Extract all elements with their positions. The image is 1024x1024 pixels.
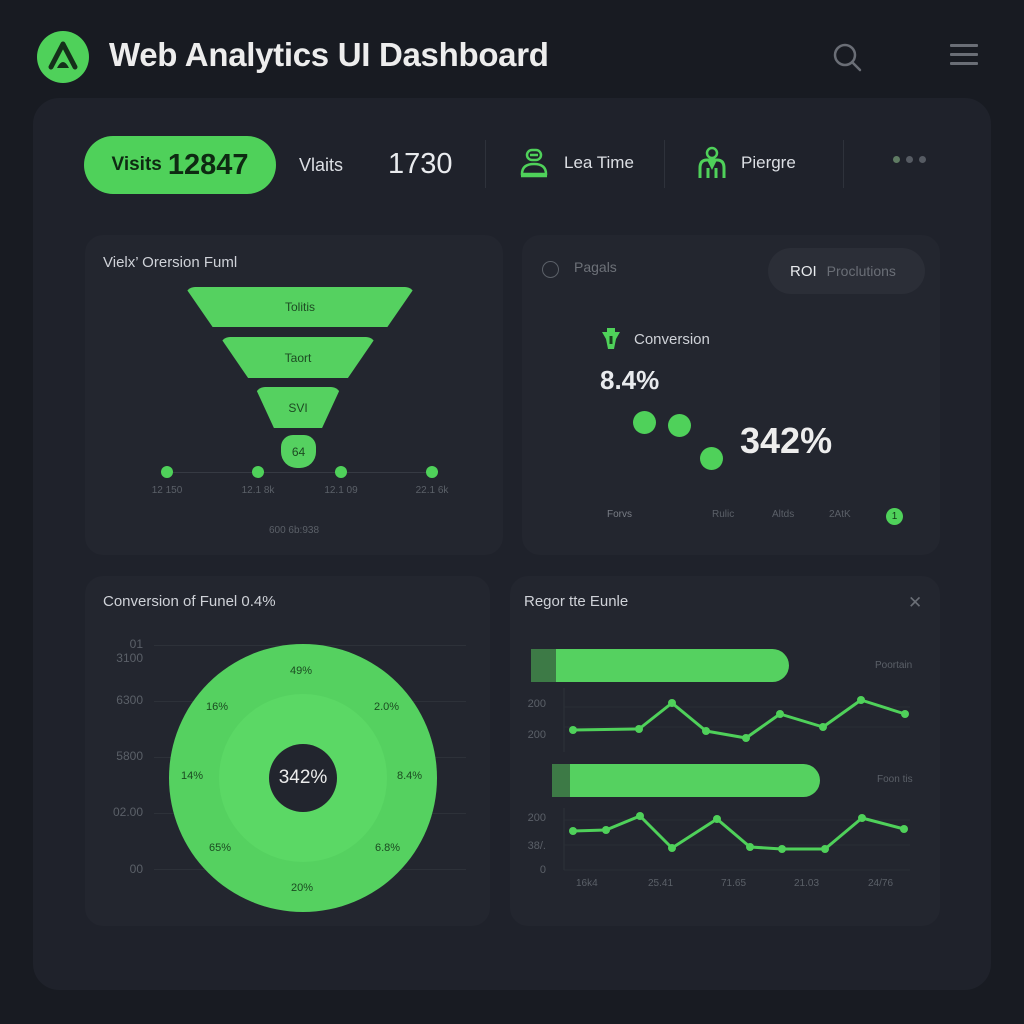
y-axis-label: 5800 [116, 749, 143, 763]
funnel-stage[interactable]: 64 [281, 435, 316, 468]
clock-icon [542, 261, 559, 278]
line-card-title: Regor tte Eunle [524, 593, 629, 610]
secondary-stat-label: Vlaits [299, 155, 344, 175]
app-header: Web Analytics UI Dashboard [0, 0, 1024, 100]
segment-label: 6.8% [375, 842, 401, 854]
x-axis-label: 25.41 [648, 878, 674, 889]
secondary-stat-value: 1730 [388, 148, 453, 180]
roi-toggle[interactable]: ROI Proclutions [768, 248, 925, 294]
conversion-label: Conversion [634, 330, 710, 348]
donut-card: Conversion of Funel 0.4% 01 3100 6300 58… [85, 576, 490, 926]
bar-label: Poortain [875, 660, 913, 671]
dashboard-panel: Visits 12847 Vlaits 1730 Lea Time Piergr… [33, 98, 991, 990]
y-axis-label: 02.00 [112, 805, 143, 819]
funnel-card-title: Vielx’ Orersion Fuml [103, 254, 238, 271]
data-dot [633, 411, 656, 434]
axis-label: Rulic [712, 509, 735, 520]
lead-time-stat[interactable]: Lea Time [518, 148, 634, 178]
pages-tab[interactable]: Pagals [574, 259, 617, 275]
funnel-card: Vielx’ Orersion Fuml Tolitis Taort SVI 6… [85, 235, 503, 555]
data-dot [668, 414, 691, 437]
y-axis-label: 38/. [527, 840, 546, 852]
lead-time-label: Lea Time [564, 153, 634, 172]
hamburger-menu-icon[interactable] [950, 44, 978, 72]
conversion-value: 8.4% [600, 365, 660, 395]
roi-value: 342% [740, 420, 833, 461]
roi-card: Pagals ROI Proclutions Conversion 8.4% 3… [522, 235, 940, 555]
data-dot [700, 447, 723, 470]
page-title: Web Analytics UI Dashboard [109, 36, 549, 73]
person-icon [698, 146, 726, 178]
more-dots-icon[interactable] [893, 156, 926, 163]
progress-bar[interactable] [552, 764, 820, 797]
donut-card-title: Conversion of Funel 0.4% [103, 593, 276, 610]
axis-label: Forvs [607, 509, 632, 520]
conversion-metric: Conversion [600, 327, 710, 351]
bar-label: Foon tis [877, 774, 913, 785]
x-axis-label: 24/76 [868, 878, 894, 889]
y-axis-label: 01 3100 [116, 637, 143, 665]
visits-value: 12847 [167, 148, 249, 181]
timeline-dot[interactable] [335, 466, 347, 478]
donut-inner-ring: 342% [219, 694, 387, 862]
visits-stat-pill[interactable]: Visits 12847 [84, 136, 276, 194]
timeline-track [167, 472, 433, 473]
user-badge-icon [520, 148, 548, 178]
stats-bar: Visits 12847 Vlaits 1730 Lea Time Piergr… [33, 98, 991, 218]
axis-label: 2AtK [829, 509, 851, 520]
y-axis-label: 0 [539, 864, 546, 876]
divider [664, 140, 665, 188]
funnel-stage[interactable]: Taort [220, 337, 376, 378]
divider [843, 140, 844, 188]
y-axis-label: 6300 [116, 693, 143, 707]
info-badge[interactable]: 1 [886, 508, 903, 525]
line-chart-card: Regor tte Eunle ✕ Poortain 200 200 Foon … [510, 576, 940, 926]
progress-bar[interactable] [531, 649, 789, 682]
segment-label: 16% [206, 701, 229, 713]
engagement-label: Piergre [741, 153, 796, 172]
toggle-roi[interactable]: ROI [790, 262, 817, 280]
funnel-footer: 600 6b:938 [268, 525, 320, 536]
timeline-dot[interactable] [252, 466, 264, 478]
logo-a-icon[interactable] [37, 31, 89, 83]
timeline-dot[interactable] [161, 466, 173, 478]
divider [485, 140, 486, 188]
segment-label: 14% [181, 770, 204, 782]
engagement-stat[interactable]: Piergre [697, 146, 796, 180]
timeline-tick: 22.1 6k [415, 485, 449, 496]
x-axis-label: 21.03 [794, 878, 820, 889]
timeline-tick: 12 150 [151, 485, 183, 496]
y-axis-label: 00 [129, 862, 143, 876]
y-axis-label: 200 [527, 812, 546, 824]
segment-label: 8.4% [397, 770, 423, 782]
search-icon[interactable] [830, 40, 866, 76]
line-chart [563, 688, 910, 871]
timeline-dot[interactable] [426, 466, 438, 478]
segment-label: 20% [291, 882, 314, 894]
y-axis-label: 200 [527, 729, 546, 741]
timeline-tick: 12.1 8k [241, 485, 275, 496]
y-axis-label: 200 [527, 698, 546, 710]
funnel-stage[interactable]: Tolitis [185, 287, 415, 327]
segment-label: 65% [209, 842, 232, 854]
timeline-tick: 12.1 09 [324, 485, 358, 496]
x-axis-label: 71.65 [721, 878, 747, 889]
visits-label: Visits [111, 154, 162, 175]
funnel-filter-icon [602, 328, 620, 349]
axis-label: Altds [772, 509, 795, 520]
close-icon[interactable]: ✕ [908, 593, 923, 612]
donut-chart[interactable]: 342% 49% 16% 2.0% 14% 8.4% 65% 6.8% 20% [169, 644, 437, 912]
toggle-predictions[interactable]: Proclutions [826, 263, 896, 279]
funnel-stage[interactable]: SVI [255, 387, 341, 428]
x-axis-label: 16k4 [576, 878, 598, 889]
donut-center-value: 342% [269, 744, 337, 812]
segment-label: 49% [290, 665, 313, 677]
segment-label: 2.0% [374, 701, 400, 713]
